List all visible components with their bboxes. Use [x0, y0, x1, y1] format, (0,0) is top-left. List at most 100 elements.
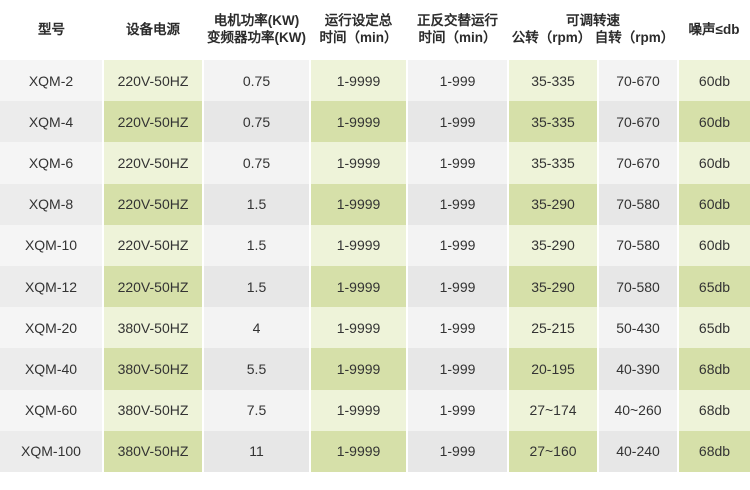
column-header-alternate: 正反交替运行 时间（min） [407, 0, 508, 60]
column-header-runtime-line1: 运行设定总 [324, 13, 393, 29]
cell-revolve: 35-335 [507, 60, 598, 102]
cell-alternate: 1-999 [406, 224, 508, 266]
cell-rotate: 70-580 [597, 265, 678, 308]
cell-revolve: 35-335 [507, 142, 598, 184]
cell-model: XQM-12 [0, 265, 103, 308]
cell-motor: 7.5 [202, 389, 310, 431]
cell-motor: 11 [202, 430, 310, 472]
cell-noise: 68db [677, 430, 750, 472]
column-header-noise-line1: 噪声≤db [688, 21, 740, 37]
cell-power: 380V-50HZ [102, 307, 203, 349]
table-row: XQM-8 220V-50HZ 1.5 1-9999 1-999 35-290 70-580… [0, 183, 750, 225]
column-header-motor-line1: 电机功率(KW) [213, 13, 300, 29]
cell-rotate: 70-670 [597, 101, 678, 143]
cell-revolve: 35-290 [507, 183, 598, 225]
cell-noise: 60db [677, 142, 750, 184]
cell-model: XQM-60 [0, 389, 103, 431]
header-row: 型号 设备电源 电机功率(KW) 变频器功率(KW) 运行设定总 时间（min）… [0, 0, 750, 60]
cell-runtime: 1-9999 [309, 307, 407, 349]
cell-revolve: 20-195 [507, 348, 598, 390]
cell-noise: 60db [677, 224, 750, 266]
table-body: XQM-2 220V-50HZ 0.75 1-9999 1-999 35-335 70-67… [0, 60, 750, 472]
table-row: XQM-100 380V-50HZ 11 1-9999 1-999 27~160 40-24… [0, 430, 750, 472]
table-header: 型号 设备电源 电机功率(KW) 变频器功率(KW) 运行设定总 时间（min）… [0, 0, 750, 60]
column-header-rotate: 自转（rpm） [594, 30, 675, 45]
cell-motor: 1.5 [202, 265, 310, 308]
cell-runtime: 1-9999 [309, 101, 407, 143]
column-header-power-line1: 设备电源 [126, 21, 180, 37]
column-header-model: 型号 [0, 0, 103, 60]
cell-motor: 0.75 [202, 101, 310, 143]
cell-rotate: 40~260 [597, 389, 678, 431]
cell-alternate: 1-999 [406, 142, 508, 184]
cell-model: XQM-40 [0, 348, 103, 390]
cell-noise: 68db [677, 389, 750, 431]
cell-model: XQM-20 [0, 307, 103, 349]
cell-motor: 0.75 [202, 60, 310, 102]
cell-power: 220V-50HZ [102, 183, 203, 225]
cell-noise: 60db [677, 101, 750, 143]
cell-power: 220V-50HZ [102, 142, 203, 184]
cell-motor: 1.5 [202, 183, 310, 225]
cell-noise: 68db [677, 348, 750, 390]
cell-rotate: 70-580 [597, 183, 678, 225]
cell-power: 220V-50HZ [102, 101, 203, 143]
cell-rotate: 70-670 [597, 60, 678, 102]
cell-power: 220V-50HZ [102, 224, 203, 266]
cell-runtime: 1-9999 [309, 430, 407, 472]
column-header-motor-line2: 变频器功率(KW) [207, 30, 306, 45]
cell-alternate: 1-999 [406, 307, 508, 349]
column-header-adjustable-speed-group: 可调转速 公转（rpm） 自转（rpm） [508, 0, 678, 60]
cell-rotate: 50-430 [597, 307, 678, 349]
specification-table: 型号 设备电源 电机功率(KW) 变频器功率(KW) 运行设定总 时间（min）… [0, 0, 750, 472]
column-header-adjustable-speed-label: 可调转速 [566, 13, 620, 29]
cell-rotate: 40-390 [597, 348, 678, 390]
cell-alternate: 1-999 [406, 430, 508, 472]
cell-model: XQM-4 [0, 101, 103, 143]
column-header-runtime-line2: 时间（min） [319, 30, 398, 45]
table-bottom-spacer [0, 472, 750, 490]
table-row: XQM-6 220V-50HZ 0.75 1-9999 1-999 35-335 70-67… [0, 142, 750, 184]
column-header-model-line1: 型号 [38, 21, 65, 37]
cell-revolve: 27~160 [507, 430, 598, 472]
cell-alternate: 1-999 [406, 101, 508, 143]
cell-runtime: 1-9999 [309, 224, 407, 266]
cell-model: XQM-6 [0, 142, 103, 184]
column-header-alternate-line1: 正反交替运行 [417, 13, 498, 29]
table-row: XQM-4 220V-50HZ 0.75 1-9999 1-999 35-335 70-67… [0, 101, 750, 143]
cell-rotate: 70-580 [597, 224, 678, 266]
cell-runtime: 1-9999 [309, 60, 407, 102]
cell-rotate: 70-670 [597, 142, 678, 184]
cell-revolve: 27~174 [507, 389, 598, 431]
cell-model: XQM-100 [0, 430, 103, 472]
table-row: XQM-12 220V-50HZ 1.5 1-9999 1-999 35-290 70-58… [0, 265, 750, 308]
cell-revolve: 35-290 [507, 265, 598, 308]
cell-power: 380V-50HZ [102, 389, 203, 431]
cell-runtime: 1-9999 [309, 348, 407, 390]
cell-motor: 4 [202, 307, 310, 349]
cell-alternate: 1-999 [406, 265, 508, 308]
cell-motor: 1.5 [202, 224, 310, 266]
cell-revolve: 35-335 [507, 101, 598, 143]
cell-noise: 65db [677, 307, 750, 349]
cell-noise: 60db [677, 183, 750, 225]
cell-power: 380V-50HZ [102, 430, 203, 472]
cell-power: 380V-50HZ [102, 348, 203, 390]
table-row: XQM-2 220V-50HZ 0.75 1-9999 1-999 35-335 70-67… [0, 60, 750, 102]
cell-alternate: 1-999 [406, 389, 508, 431]
cell-power: 220V-50HZ [102, 60, 203, 102]
cell-model: XQM-10 [0, 224, 103, 266]
cell-power: 220V-50HZ [102, 265, 203, 308]
column-header-revolve: 公转（rpm） [511, 30, 592, 45]
cell-noise: 60db [677, 60, 750, 102]
column-header-noise: 噪声≤db [678, 0, 750, 60]
cell-runtime: 1-9999 [309, 142, 407, 184]
cell-model: XQM-2 [0, 60, 103, 102]
column-header-power: 设备电源 [103, 0, 203, 60]
cell-alternate: 1-999 [406, 60, 508, 102]
cell-motor: 0.75 [202, 142, 310, 184]
cell-motor: 5.5 [202, 348, 310, 390]
table-row: XQM-20 380V-50HZ 4 1-9999 1-999 25-215 50-430 6… [0, 307, 750, 349]
table-row: XQM-60 380V-50HZ 7.5 1-9999 1-999 27~174 40~26… [0, 389, 750, 431]
cell-runtime: 1-9999 [309, 265, 407, 308]
